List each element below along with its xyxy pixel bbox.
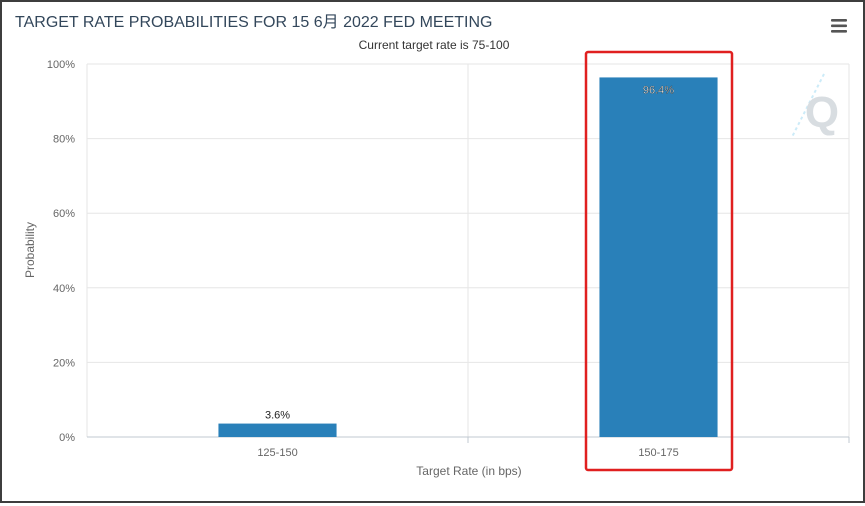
bar: [599, 77, 718, 437]
watermark-logo: Q: [791, 73, 839, 138]
bars: 3.6% 96.4%: [218, 77, 718, 437]
y-tick-label: 0%: [59, 432, 75, 444]
y-axis-title: Probability: [23, 222, 37, 278]
data-label: 96.4%: [643, 84, 674, 96]
menu-icon[interactable]: [831, 19, 847, 33]
x-tick-label: 150-175: [638, 447, 678, 459]
grid: [86, 63, 850, 438]
chart-subtitle: Current target rate is 75-100: [359, 38, 510, 52]
chart-title: TARGET RATE PROBABILITIES FOR 15 6月 2022…: [15, 14, 492, 31]
y-tick-label: 100%: [47, 59, 75, 71]
y-tick-label: 20%: [53, 357, 75, 369]
watermark-letter: Q: [805, 88, 839, 137]
bar: [218, 423, 337, 437]
x-tick-label: 125-150: [257, 447, 297, 459]
y-tick-label: 40%: [53, 283, 75, 295]
y-axis: 0% 20% 40% 60% 80% 100%: [47, 59, 75, 444]
x-axis-title: Target Rate (in bps): [416, 464, 521, 478]
y-tick-label: 60%: [53, 208, 75, 220]
x-axis: 125-150 150-175: [257, 437, 850, 459]
y-tick-label: 80%: [53, 134, 75, 146]
highlight-box: [584, 50, 734, 472]
data-label: 3.6%: [265, 410, 290, 422]
